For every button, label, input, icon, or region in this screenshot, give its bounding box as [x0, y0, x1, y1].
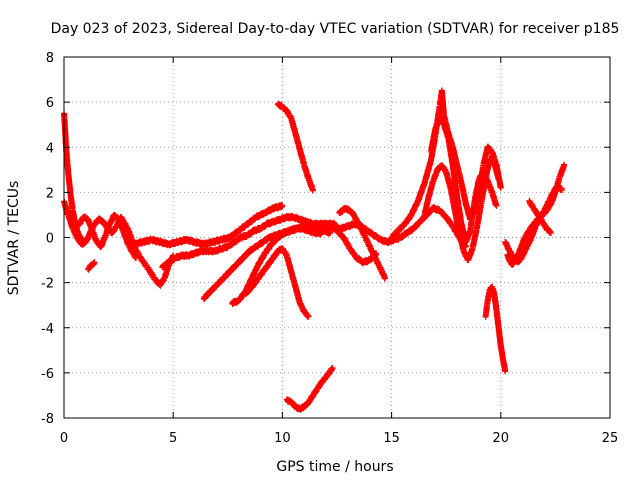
data-point-markers: [85, 259, 98, 273]
data-point-markers: [482, 283, 509, 375]
y-tick-label: 6: [46, 96, 54, 111]
data-point-markers: [427, 114, 500, 245]
chart-title: Day 023 of 2023, Sidereal Day-to-day VTE…: [51, 21, 620, 37]
data-point-markers: [242, 245, 312, 320]
series-s10: [275, 100, 316, 194]
x-tick-label: 10: [274, 431, 291, 446]
series-s18: [482, 283, 509, 375]
x-tick-label: 5: [169, 431, 177, 446]
series-s21: [526, 197, 554, 236]
series-s4: [85, 259, 98, 273]
data-point-markers: [334, 227, 380, 267]
data-point-markers: [130, 202, 286, 249]
y-tick-label: 0: [46, 232, 54, 247]
series-s17: [427, 114, 500, 245]
data-point-markers: [526, 197, 554, 236]
y-tick-label: -2: [41, 277, 54, 292]
y-axis-title: SDTVAR / TECUs: [6, 181, 22, 296]
data-points: [61, 87, 568, 413]
series-s9: [242, 245, 312, 320]
y-tick-label: -4: [41, 322, 54, 337]
data-point-markers: [63, 207, 140, 261]
series-s16: [421, 155, 502, 264]
y-tick-label: 4: [46, 141, 54, 156]
y-tick-label: 2: [46, 186, 54, 201]
series-s3: [63, 207, 140, 261]
series-s5: [130, 202, 286, 249]
axis-ticks: 0 5 10 15 20 25 -8 -6 -4 -2 0 2 4 6 8: [41, 51, 618, 446]
series-s13: [336, 204, 388, 282]
series-s14: [334, 227, 380, 267]
x-tick-label: 25: [602, 431, 619, 446]
data-point-markers: [283, 364, 336, 413]
x-tick-label: 15: [383, 431, 400, 446]
series-s11: [283, 364, 336, 413]
grid: [64, 57, 610, 418]
data-point-markers: [336, 204, 388, 282]
x-tick-label: 0: [60, 431, 68, 446]
data-point-markers: [275, 100, 316, 194]
x-axis-title: GPS time / hours: [276, 459, 393, 475]
data-point-markers: [421, 155, 502, 264]
y-tick-label: -8: [41, 412, 54, 427]
y-tick-label: 8: [46, 51, 54, 66]
x-tick-label: 20: [493, 431, 510, 446]
y-tick-label: -6: [41, 367, 54, 382]
